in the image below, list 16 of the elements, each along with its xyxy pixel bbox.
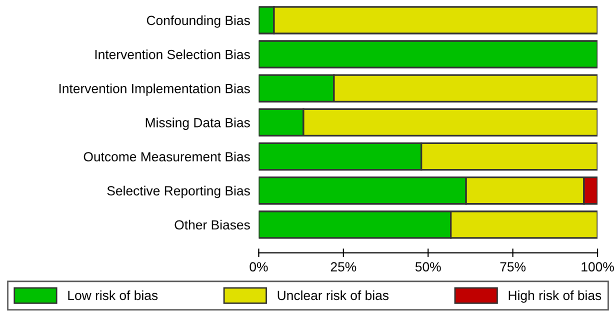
y-tick-label: Selective Reporting Bias [107,186,250,198]
legend-label: High risk of bias [508,290,602,303]
bar [258,40,598,68]
x-tick-label: 50% [415,262,441,272]
y-tick-label: Intervention Implementation Bias [59,84,250,96]
x-tick-label: 100% [582,262,614,272]
y-tick-label: Missing Data Bias [146,118,250,130]
x-tick-label: 25% [330,262,356,272]
legend-label: Unclear risk of bias [278,290,389,300]
x-tick-label: 75% [500,262,526,272]
y-tick-label: Other Biases [174,220,250,230]
x-tick-label: 0% [250,262,268,272]
y-tick-label: Intervention Selection Bias [95,50,250,60]
y-tick-label: Outcome Measurement Bias [84,152,250,162]
legend-label: Low risk of bias [68,290,158,300]
y-tick-label: Confounding Bias [146,15,250,28]
